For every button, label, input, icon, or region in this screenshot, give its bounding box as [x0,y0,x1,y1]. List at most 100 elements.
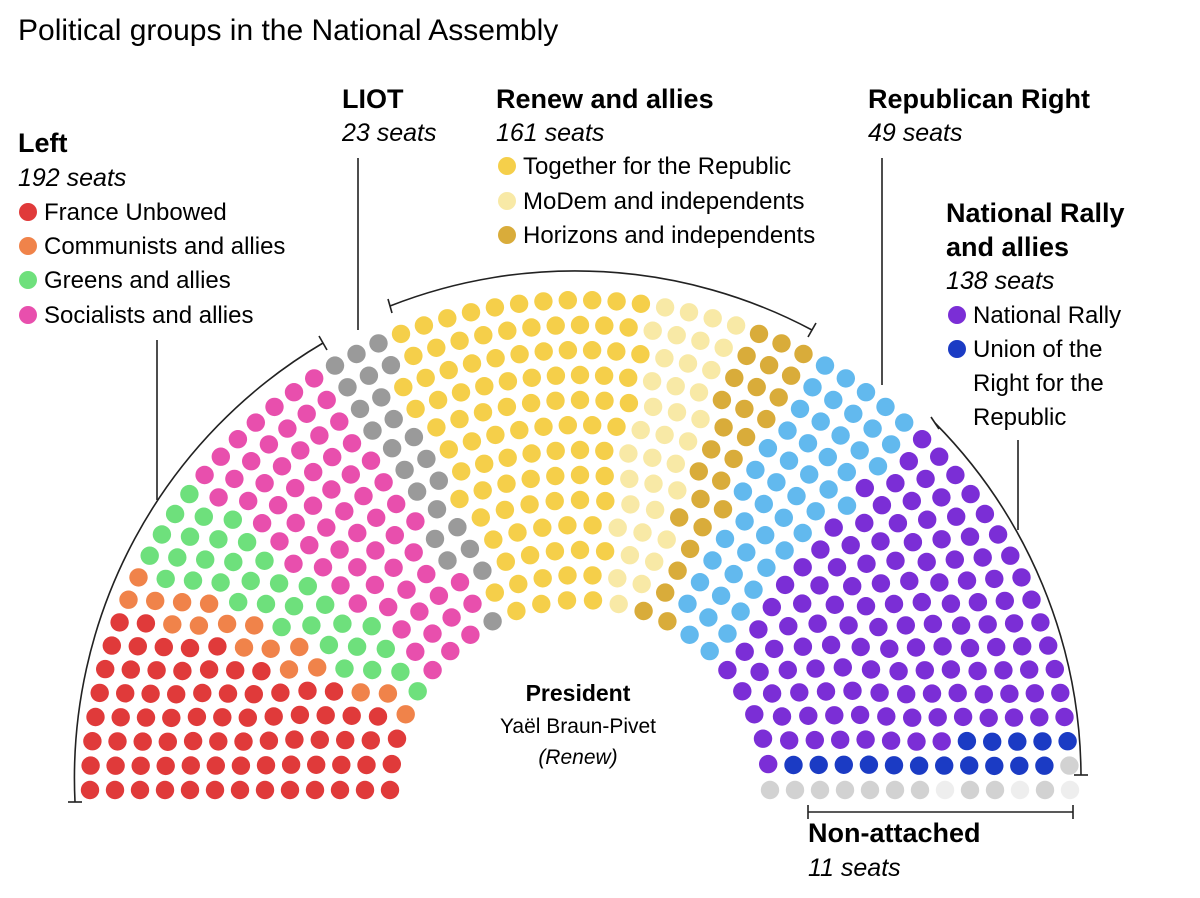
seat-france-unbowed [342,706,361,725]
seat-france-unbowed [158,732,177,751]
seat-national-rally [808,614,827,633]
seat-socialists-and-allies [367,508,386,527]
seat-horizons-and-independents [794,344,813,364]
seat-france-unbowed [307,755,326,774]
seat-national-rally [799,706,818,725]
seat-socialists-and-allies [270,532,289,551]
seat-together-for-the-republic [428,390,448,410]
seat-national-rally [973,548,992,567]
seat-modem-and-independents [655,349,674,368]
seats-group [80,291,1080,800]
seat-socialists-and-allies [225,469,244,489]
seat-national-rally [793,558,812,577]
seat-together-for-the-republic [450,489,469,509]
seat-france-unbowed [332,755,351,775]
seat-together-for-the-republic [473,403,493,422]
seat-horizons-and-independents [634,601,653,621]
seat-horizons-and-independents [749,324,769,344]
seat-republican-right [778,421,797,440]
seat-france-unbowed [382,754,401,774]
seat-together-for-the-republic [485,298,505,317]
seat-together-for-the-republic [595,441,614,461]
seat-socialists-and-allies [441,641,460,661]
seat-france-unbowed [141,684,160,703]
seat-union-of-the-right-for-the-republic [960,756,979,775]
seat-national-rally [947,507,966,526]
seat-modem-and-independents [667,403,687,422]
seat-socialists-and-allies [297,404,316,423]
seat-republican-right [811,412,830,431]
seat-communists-and-allies [163,615,182,634]
seat-socialists-and-allies [284,554,303,573]
seat-national-rally [733,682,752,701]
seat-modem-and-independents [726,316,746,335]
seat-together-for-the-republic [510,420,529,440]
seat-greens-and-allies [391,662,410,682]
seat-together-for-the-republic [510,345,529,364]
chart-title: Political groups in the National Assembl… [18,14,558,47]
seat-together-for-the-republic [404,346,423,366]
seat-together-for-the-republic [631,345,650,364]
seat-national-rally [1055,707,1074,727]
seat-non-attached [860,780,880,800]
seat-national-rally [903,708,922,727]
seat-national-rally [825,595,844,614]
seat-greens-and-allies [269,574,289,593]
seat-france-unbowed [231,756,251,775]
seat-modem-and-independents [702,360,721,380]
seat-greens-and-allies [183,571,203,590]
seat-together-for-the-republic [438,309,457,328]
seat-national-rally [928,708,947,727]
seat-national-rally [831,730,850,749]
seat-france-unbowed [361,731,380,750]
legend-swatch-france-unbowed [19,203,37,221]
seat-socialists-and-allies [397,580,416,599]
seat-greens-and-allies [211,573,230,592]
seat-republican-right [699,608,718,627]
seat-modem-and-independents [666,377,685,396]
seat-republican-right [881,435,901,454]
ni-group-seats: 11 seats [808,854,901,882]
seat-national-rally [775,575,795,595]
seat-republican-right [779,451,799,470]
seat-modem-and-independents [655,298,675,317]
seat-national-rally [861,660,881,679]
seat-union-of-the-right-for-the-republic [1033,732,1052,751]
seat-together-for-the-republic [486,349,505,368]
seat-france-unbowed [238,708,257,727]
seat-together-for-the-republic [452,462,471,481]
renew-group-seats: 161 seats [496,119,604,147]
seat-socialists-and-allies [305,369,324,388]
seat-horizons-and-independents [670,508,689,527]
seat-union-of-the-right-for-the-republic [784,755,803,775]
seat-national-rally [961,484,980,504]
seat-communists-and-allies [245,616,264,635]
seat-together-for-the-republic [570,540,590,560]
seat-national-rally [772,707,792,726]
seat-modem-and-independents [666,454,685,473]
seat-socialists-and-allies [348,594,367,613]
seat-republican-right [800,465,819,484]
seat-socialists-and-allies [342,434,362,453]
seat-france-unbowed [130,780,150,800]
seat-greens-and-allies [168,548,187,567]
seat-national-rally [979,708,998,728]
seat-france-unbowed [199,660,219,679]
seat-horizons-and-independents [712,471,731,490]
seat-national-rally [886,474,905,493]
seat-liot [338,378,357,397]
seat-socialists-and-allies [461,625,480,644]
seat-national-rally [988,525,1008,544]
seat-modem-and-independents [691,331,710,350]
seat-france-unbowed [147,661,166,680]
seat-france-unbowed [256,756,276,775]
seat-national-rally [877,707,896,726]
seat-republican-right [744,580,763,599]
legend-swatch-socialists [19,306,37,324]
seat-national-rally [1039,636,1058,655]
seat-socialists-and-allies [410,602,429,621]
seat-france-unbowed [180,780,200,800]
seat-together-for-the-republic [439,360,458,380]
seat-together-for-the-republic [462,354,482,373]
seat-liot [350,399,370,419]
